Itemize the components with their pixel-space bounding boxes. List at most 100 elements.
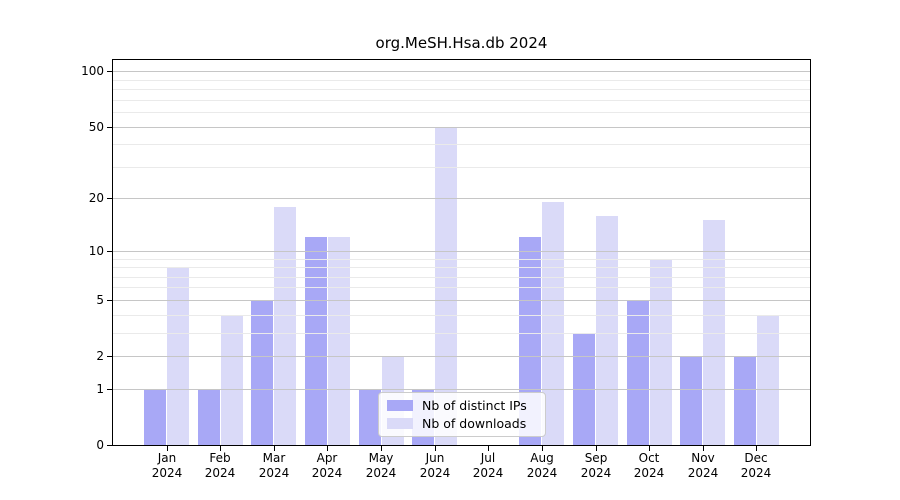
x-tick-month: Mar	[262, 451, 286, 465]
bar-downloads-aug	[542, 202, 565, 445]
bar-distinct-ips-nov	[680, 356, 703, 445]
x-tick-year: 2024	[258, 466, 290, 480]
major-gridline	[113, 198, 810, 199]
legend-item-distinct-ips: Nb of distinct IPs	[387, 398, 545, 413]
x-tick-mark	[596, 446, 597, 451]
x-tick-month: Jan	[157, 451, 177, 465]
x-tick-month: Nov	[691, 451, 715, 465]
y-tick-label: 20	[88, 191, 104, 205]
y-tick-mark	[107, 445, 112, 446]
bar-downloads-dec	[756, 314, 779, 445]
x-tick-label: Jan 2024	[140, 451, 194, 481]
x-tick-month: Jul	[480, 451, 496, 465]
minor-gridline	[113, 112, 810, 113]
bar-distinct-ips-mar	[251, 299, 274, 445]
x-tick-label: Jun 2024	[408, 451, 462, 481]
legend-item-downloads: Nb of downloads	[387, 415, 545, 431]
bar-distinct-ips-feb	[197, 388, 220, 445]
x-tick-label: May 2024	[354, 451, 408, 481]
minor-gridline	[113, 287, 810, 288]
minor-gridline	[113, 277, 810, 278]
bar-downloads-apr	[327, 237, 350, 445]
y-tick-label: 2	[96, 349, 104, 363]
x-tick-year: 2024	[204, 466, 236, 480]
y-tick-label: 100	[81, 64, 104, 78]
x-tick-label: Dec 2024	[729, 451, 783, 481]
legend-label-downloads: Nb of downloads	[422, 415, 527, 431]
x-tick-label: Oct 2024	[622, 451, 676, 481]
x-tick-year: 2024	[472, 466, 504, 480]
minor-gridline	[113, 259, 810, 260]
x-tick-year: 2024	[419, 466, 451, 480]
x-tick-year: 2024	[580, 466, 612, 480]
y-tick-label: 0	[96, 438, 104, 452]
x-tick-label: Sep 2024	[569, 451, 623, 481]
x-tick-label: Feb 2024	[193, 451, 247, 481]
bar-distinct-ips-sep	[573, 332, 596, 445]
legend-swatch-downloads	[387, 418, 413, 429]
y-tick-mark	[107, 251, 112, 252]
x-tick-label: Jul 2024	[461, 451, 515, 481]
bar-distinct-ips-apr	[304, 237, 327, 445]
plot-area	[112, 59, 811, 446]
minor-gridline	[113, 144, 810, 145]
x-tick-label: Aug 2024	[515, 451, 569, 481]
x-tick-mark	[703, 446, 704, 451]
minor-gridline	[113, 100, 810, 101]
y-tick-mark	[107, 198, 112, 199]
x-tick-year: 2024	[740, 466, 772, 480]
bar-distinct-ips-dec	[733, 356, 756, 445]
y-tick-mark	[107, 127, 112, 128]
minor-gridline	[113, 267, 810, 268]
x-tick-mark	[167, 446, 168, 451]
major-gridline	[113, 127, 810, 128]
x-tick-label: Apr 2024	[300, 451, 354, 481]
chart-title: org.MeSH.Hsa.db 2024	[375, 34, 548, 52]
legend: Nb of distinct IPs Nb of downloads	[378, 392, 546, 437]
x-tick-month: Oct	[638, 451, 660, 465]
bar-distinct-ips-may	[358, 388, 381, 445]
bar-downloads-feb	[220, 314, 243, 445]
x-tick-month: Apr	[316, 451, 338, 465]
major-gridline	[113, 251, 810, 252]
x-tick-mark	[756, 446, 757, 451]
x-tick-month: Jun	[425, 451, 445, 465]
y-tick-label: 10	[88, 244, 104, 258]
x-tick-mark	[274, 446, 275, 451]
minor-gridline	[113, 80, 810, 81]
major-gridline	[113, 389, 810, 390]
x-tick-year: 2024	[365, 466, 397, 480]
x-tick-mark	[220, 446, 221, 451]
x-tick-year: 2024	[311, 466, 343, 480]
x-tick-month: May	[368, 451, 394, 465]
x-tick-mark	[542, 446, 543, 451]
x-tick-label: Nov 2024	[676, 451, 730, 481]
bar-downloads-oct	[649, 258, 672, 445]
y-tick-mark	[107, 356, 112, 357]
y-tick-mark	[107, 71, 112, 72]
major-gridline	[113, 300, 810, 301]
x-tick-label: Mar 2024	[247, 451, 301, 481]
y-tick-label: 1	[96, 382, 104, 396]
x-tick-mark	[488, 446, 489, 451]
major-gridline	[113, 356, 810, 357]
minor-gridline	[113, 89, 810, 90]
y-tick-label: 5	[96, 293, 104, 307]
x-tick-mark	[435, 446, 436, 451]
minor-gridline	[113, 333, 810, 334]
x-tick-year: 2024	[633, 466, 665, 480]
x-tick-year: 2024	[687, 466, 719, 480]
x-tick-mark	[327, 446, 328, 451]
major-gridline	[113, 71, 810, 72]
x-tick-month: Feb	[209, 451, 231, 465]
legend-swatch-distinct-ips	[387, 400, 413, 411]
x-tick-year: 2024	[526, 466, 558, 480]
bar-downloads-jun	[435, 126, 458, 445]
y-tick-mark	[107, 389, 112, 390]
minor-gridline	[113, 167, 810, 168]
bar-downloads-sep	[596, 215, 619, 445]
y-tick-mark	[107, 300, 112, 301]
y-tick-label: 50	[88, 120, 104, 134]
x-tick-mark	[381, 446, 382, 451]
bar-distinct-ips-oct	[626, 299, 649, 445]
